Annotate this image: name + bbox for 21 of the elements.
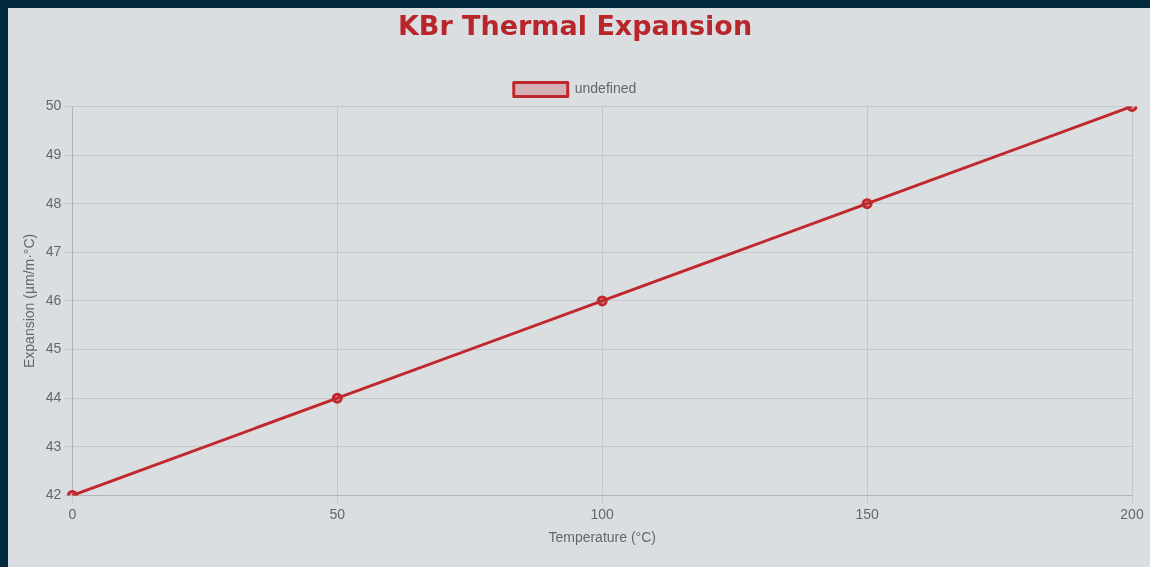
y-tick-label: 47 (45, 243, 62, 260)
point (596, 295, 608, 307)
y-tick-label: 45 (45, 340, 62, 357)
y-tick-label: 49 (45, 145, 62, 162)
y-tick-label: 43 (45, 437, 62, 454)
x-tick-label: 0 (68, 505, 77, 522)
point (861, 198, 873, 210)
x-tick-label: 150 (855, 505, 879, 522)
y-tick-label: 50 (45, 97, 62, 114)
y-axis-title: Expansion (µm/m·°C) (21, 233, 38, 369)
chart-title: KBr Thermal Expansion (397, 10, 753, 42)
point (331, 392, 343, 404)
x-tick-label: 100 (590, 505, 615, 522)
y-tick-label: 46 (45, 291, 62, 308)
y-tick-label: 48 (45, 194, 62, 211)
legend-label: undefined (574, 80, 637, 97)
x-axis-title: Temperature (°C) (548, 529, 656, 546)
x-tick-label: 50 (329, 505, 346, 522)
y-tick-label: 44 (45, 389, 62, 406)
x-tick-label: 200 (1120, 505, 1144, 522)
y-tick-label: 42 (45, 486, 62, 503)
